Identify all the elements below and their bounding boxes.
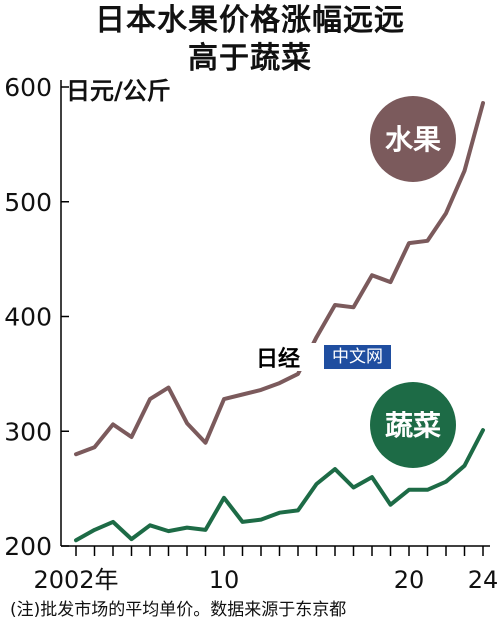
watermark-logo: 日经 [232,343,324,372]
y-axis-label: 日元/公斤 [66,77,171,105]
y-tick-label-400: 400 [4,303,52,332]
legend-badge-vegetable [370,382,456,468]
chart-title-line2: 高于蔬菜 [188,41,312,76]
watermark-tag: 中文网 [324,345,391,369]
legend-label-vegetable: 蔬菜 [385,409,441,442]
x-tick-label-2024: 24 [468,566,499,594]
x-tick-label-2010: 10 [209,566,240,594]
y-tick-label-600: 600 [4,73,52,102]
y-tick-label-500: 500 [4,188,52,217]
chart-title-line1: 日本水果价格涨幅远远 [95,3,405,38]
y-tick-label-300: 300 [4,417,52,446]
x-tick-label-2020: 20 [394,566,425,594]
watermark: 日经 中文网 [232,343,391,372]
y-tick-label-200: 200 [4,532,52,561]
legend-badge-fruit [370,96,456,182]
source-note: (注)批发市场的平均单价。数据来源于东京都 [10,600,347,620]
series-line-vegetable [74,428,485,543]
chart-title: 日本水果价格涨幅远远 高于蔬菜 [0,2,500,78]
series-line-fruit [74,101,485,457]
x-tick-label-2002: 2002年 [33,566,118,594]
legend-label-fruit: 水果 [385,123,441,156]
